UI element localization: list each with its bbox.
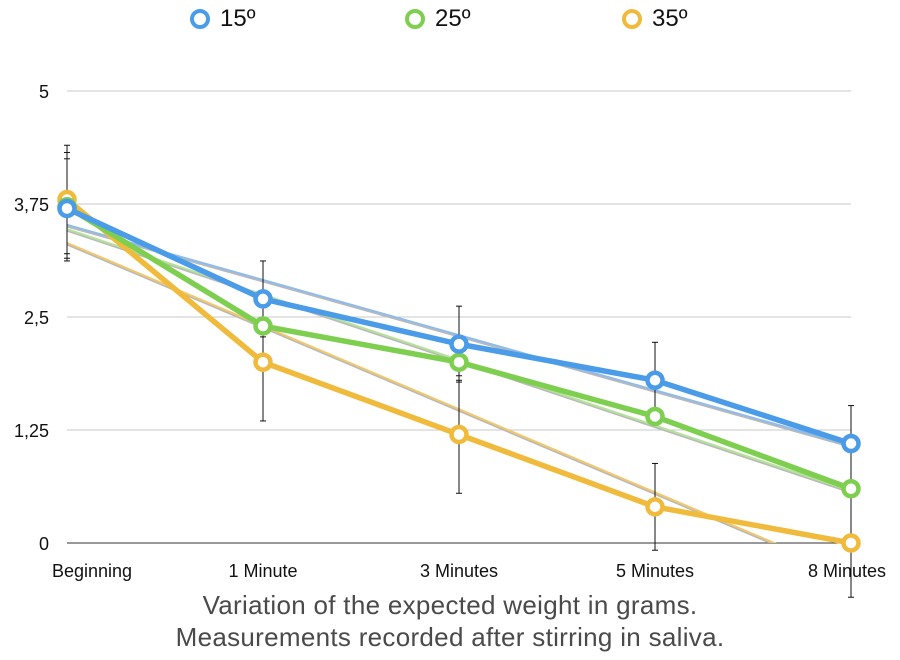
x-tick-label-3: 5 Minutes [616, 561, 694, 581]
data-point-1-4 [841, 479, 861, 499]
data-point-1-2 [449, 352, 469, 372]
x-tick-label-4: 8 Minutes [808, 561, 886, 581]
data-point-0-3 [645, 370, 665, 391]
y-tick-label-0: 0 [39, 534, 49, 554]
data-point-0-1 [253, 289, 273, 309]
data-point-0-0 [57, 198, 77, 219]
legend-item-25: 25º [405, 4, 470, 34]
x-tick-label-1: 1 Minute [228, 561, 297, 581]
x-tick-label-0: Beginning [52, 561, 132, 581]
legend: 15º 25º 35º [0, 4, 900, 34]
chart-caption-line-2: Measurements recorded after stirring in … [175, 622, 725, 652]
legend-marker-15 [190, 9, 210, 29]
legend-label-15: 15º [220, 5, 256, 32]
data-point-0-4 [841, 433, 861, 454]
x-tick-label-2: 3 Minutes [420, 561, 498, 581]
chart-caption-line-1: Variation of the expected weight in gram… [202, 590, 698, 620]
data-point-1-1 [253, 316, 273, 336]
legend-marker-35 [622, 9, 642, 29]
legend-item-15: 15º [190, 4, 255, 34]
y-tick-label-2: 2,5 [24, 308, 49, 328]
data-point-2-4 [841, 533, 861, 553]
y-tick-label-3: 3,75 [14, 195, 49, 215]
data-point-2-1 [253, 352, 273, 372]
data-point-2-3 [645, 497, 665, 517]
legend-label-35: 35º [652, 5, 688, 32]
data-point-1-3 [645, 406, 665, 427]
data-point-2-2 [449, 424, 469, 445]
legend-label-25: 25º [435, 5, 471, 32]
y-tick-label-4: 5 [39, 82, 49, 102]
legend-item-35: 35º [622, 4, 687, 34]
data-point-0-2 [449, 334, 469, 354]
y-tick-label-1: 1,25 [14, 421, 49, 441]
legend-marker-25 [405, 9, 425, 29]
